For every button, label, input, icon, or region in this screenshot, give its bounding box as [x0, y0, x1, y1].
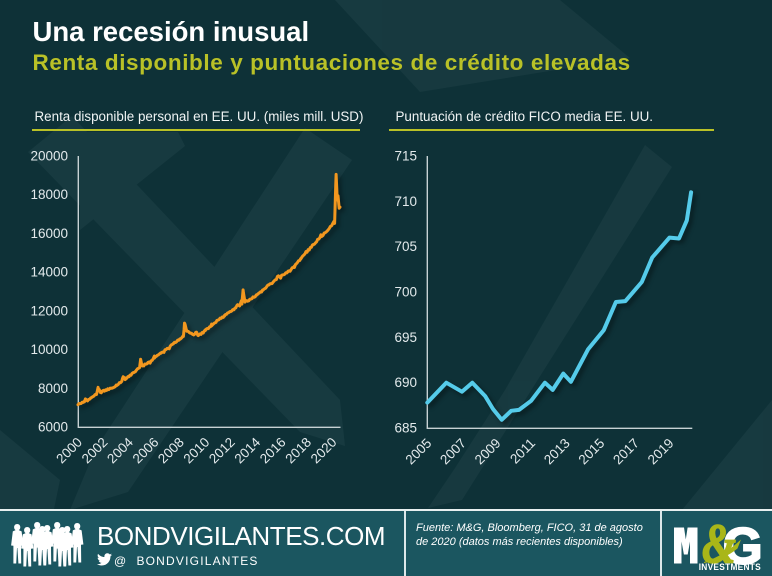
svg-text:2002: 2002	[79, 435, 111, 467]
svg-text:2016: 2016	[257, 435, 289, 467]
svg-text:2018: 2018	[282, 435, 314, 467]
svg-text:INVESTMENTS: INVESTMENTS	[699, 561, 761, 572]
svg-text:2000: 2000	[53, 435, 85, 467]
svg-text:2019: 2019	[645, 436, 677, 468]
svg-text:20000: 20000	[30, 149, 68, 164]
svg-text:2004: 2004	[104, 434, 136, 466]
svg-text:16000: 16000	[30, 226, 68, 241]
svg-text:2013: 2013	[541, 436, 573, 468]
svg-text:18000: 18000	[30, 187, 68, 202]
svg-text:685: 685	[394, 421, 417, 436]
svg-text:2017: 2017	[610, 436, 642, 468]
svg-text:710: 710	[394, 194, 417, 209]
svg-text:2012: 2012	[206, 435, 238, 467]
svg-text:2020: 2020	[308, 435, 340, 467]
svg-text:12000: 12000	[30, 303, 68, 318]
svg-text:14000: 14000	[30, 265, 68, 280]
svg-text:2014: 2014	[231, 434, 263, 466]
svg-text:2007: 2007	[437, 436, 469, 468]
svg-text:700: 700	[394, 285, 417, 300]
svg-text:2009: 2009	[472, 436, 504, 468]
svg-text:2006: 2006	[130, 435, 162, 467]
svg-text:&: &	[702, 512, 736, 574]
svg-text:690: 690	[394, 375, 417, 390]
svg-text:10000: 10000	[30, 342, 68, 357]
svg-text:6000: 6000	[38, 420, 68, 435]
svg-text:695: 695	[394, 330, 417, 345]
svg-text:2015: 2015	[576, 436, 608, 468]
svg-text:2008: 2008	[155, 435, 187, 467]
svg-text:G: G	[723, 518, 763, 575]
svg-text:8000: 8000	[38, 381, 68, 396]
svg-text:2010: 2010	[181, 435, 213, 467]
svg-text:2011: 2011	[507, 436, 538, 467]
svg-text:2005: 2005	[403, 436, 435, 468]
svg-text:705: 705	[394, 239, 417, 254]
svg-text:715: 715	[394, 149, 417, 164]
